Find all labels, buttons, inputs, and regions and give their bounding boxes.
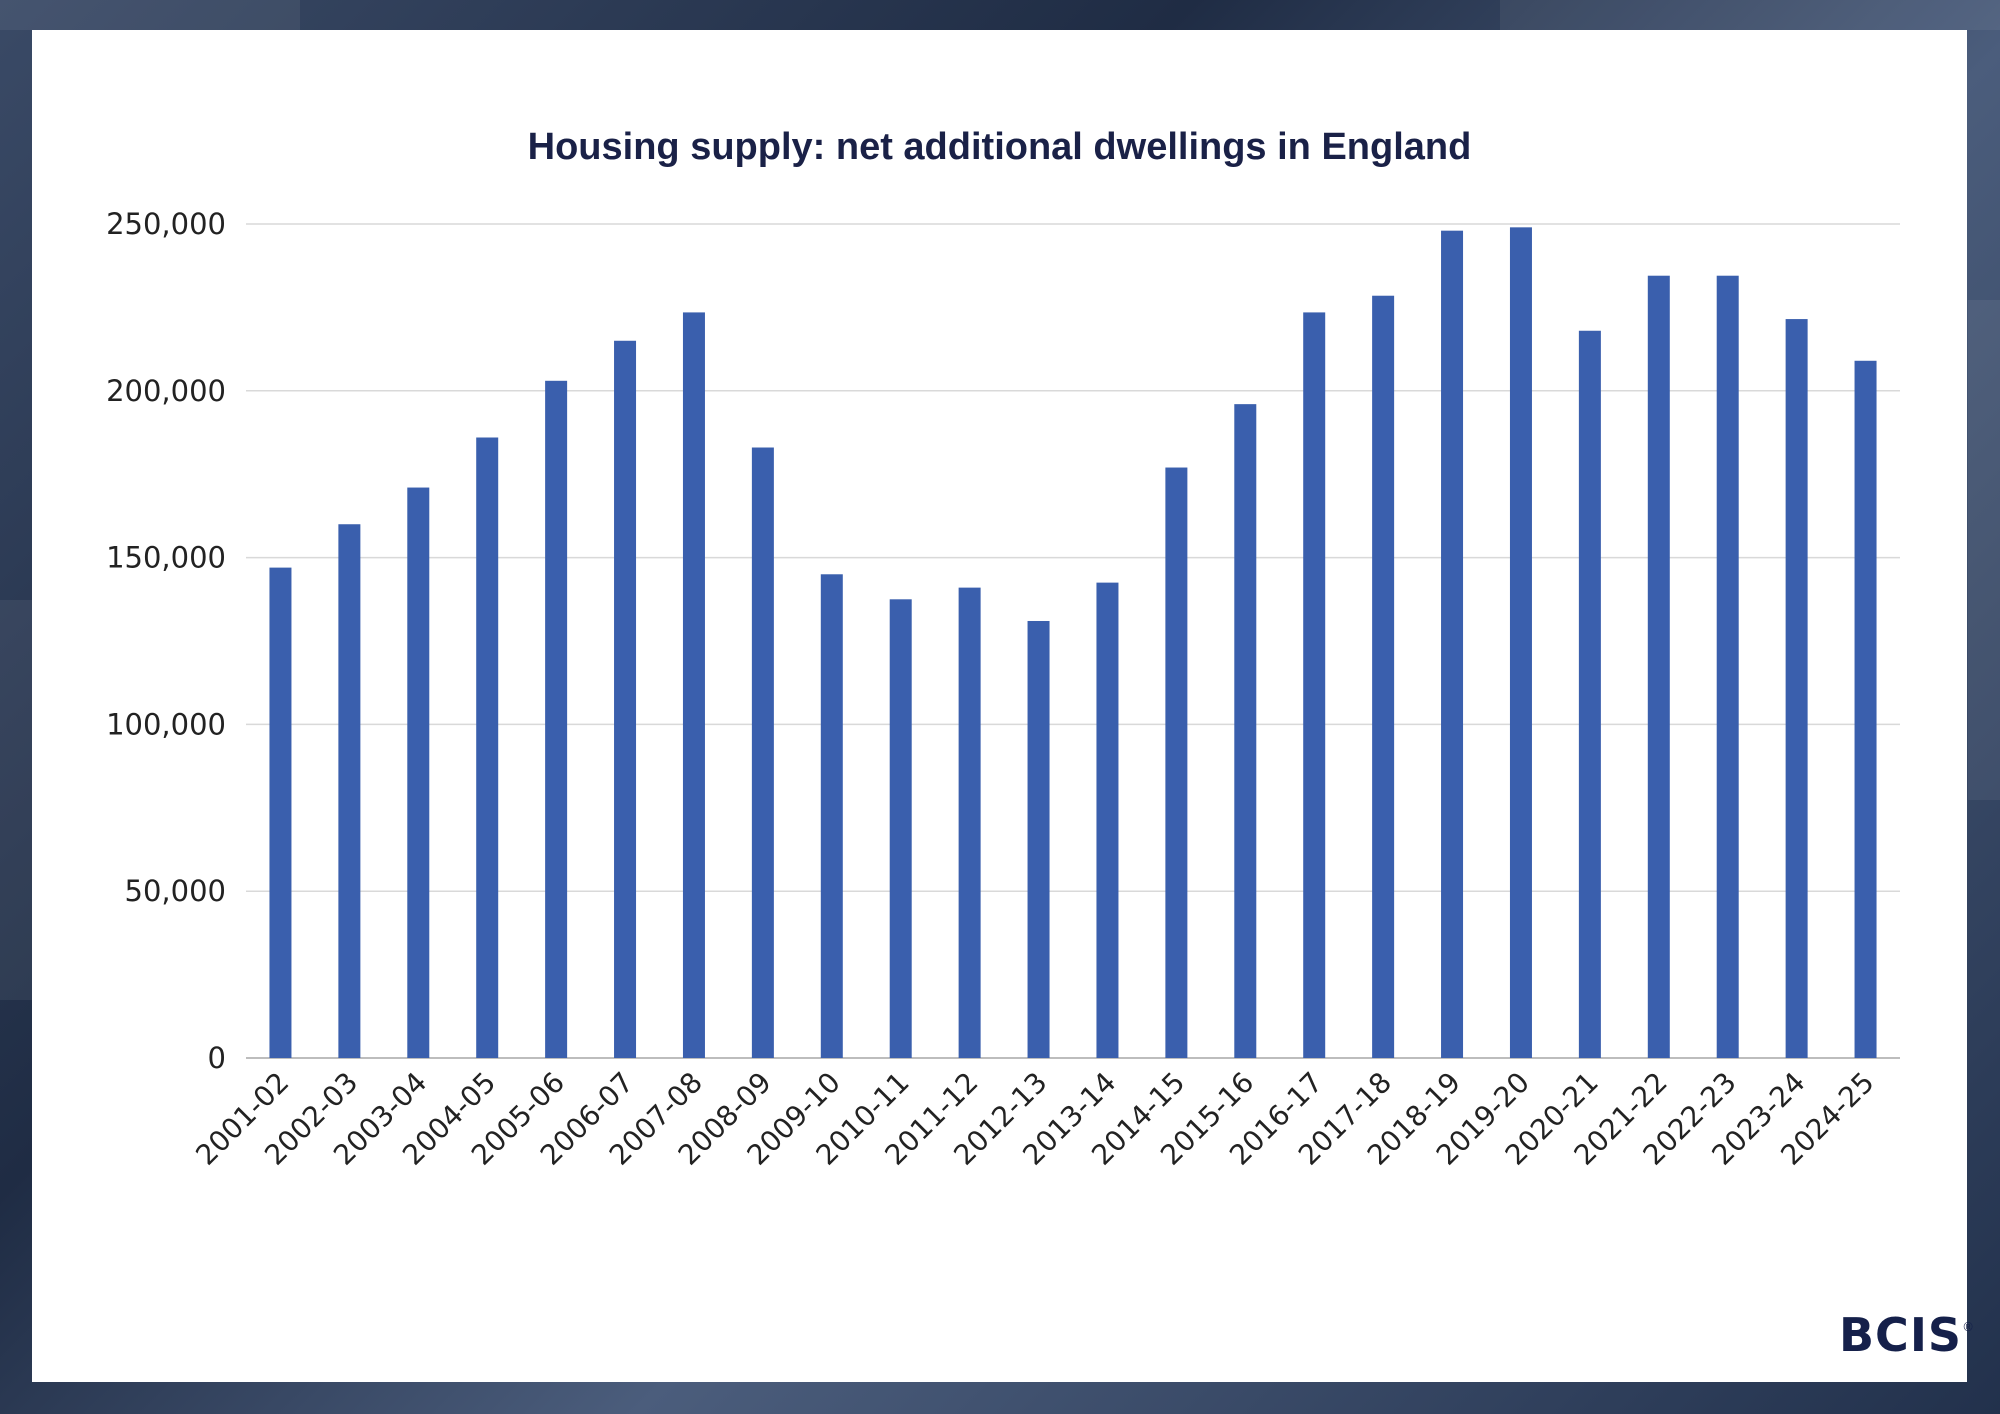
bar-2003-04 <box>407 487 430 1058</box>
bar-2018-19 <box>1441 230 1464 1058</box>
bar-2017-18 <box>1372 295 1395 1058</box>
bar-2024-25 <box>1854 360 1877 1058</box>
y-tick-label: 150,000 <box>106 541 226 575</box>
bar-2023-24 <box>1785 319 1808 1058</box>
bar-2016-17 <box>1303 312 1326 1058</box>
logo-text: BCIS <box>1839 1308 1963 1362</box>
registered-mark: ® <box>1962 1319 1976 1334</box>
bar-2014-15 <box>1165 467 1188 1058</box>
bar-2009-10 <box>820 574 843 1058</box>
bar-2015-16 <box>1234 404 1257 1058</box>
bar-2012-13 <box>1027 620 1050 1058</box>
chart-card: Housing supply: net additional dwellings… <box>32 30 1974 1382</box>
bar-2002-03 <box>338 524 361 1058</box>
bar-chart: 050,000100,000150,000200,000250,0002001-… <box>106 207 1900 1172</box>
bar-2005-06 <box>545 380 568 1058</box>
chart-title: Housing supply: net additional dwellings… <box>527 126 1472 168</box>
bar-2010-11 <box>889 599 912 1058</box>
bar-2011-12 <box>958 587 981 1058</box>
bar-2001-02 <box>269 567 292 1058</box>
bar-2004-05 <box>476 437 499 1058</box>
bar-2022-23 <box>1716 275 1739 1058</box>
y-tick-label: 250,000 <box>106 207 226 241</box>
y-tick-label: 0 <box>208 1041 226 1075</box>
y-tick-label: 100,000 <box>106 707 226 741</box>
bar-2007-08 <box>682 312 705 1058</box>
y-tick-label: 200,000 <box>106 374 226 408</box>
bar-2020-21 <box>1578 330 1601 1058</box>
bar-2013-14 <box>1096 582 1119 1058</box>
bcis-logo: BCIS® <box>1839 1308 1975 1362</box>
bar-2019-20 <box>1509 227 1532 1058</box>
bar-2006-07 <box>614 340 637 1058</box>
bar-2008-09 <box>751 447 774 1059</box>
y-tick-label: 50,000 <box>125 874 226 908</box>
bar-2021-22 <box>1647 275 1670 1058</box>
